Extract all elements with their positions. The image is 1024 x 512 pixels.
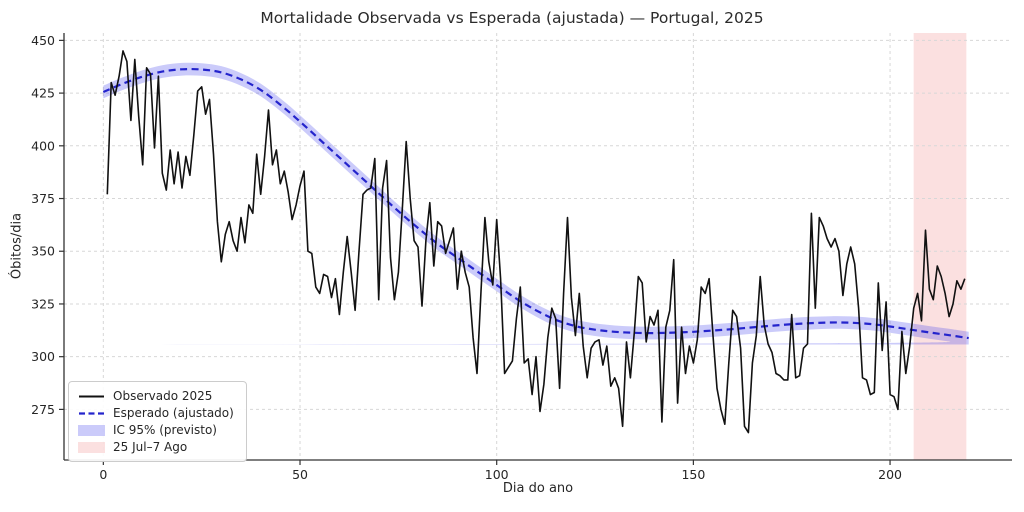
legend-label: Esperado (ajustado) [113, 406, 234, 420]
y-tick-label: 300 [31, 349, 55, 364]
x-tick-label: 0 [99, 467, 107, 482]
legend-item-esperado: Esperado (ajustado) [78, 406, 234, 420]
legend: Observado 2025 Esperado (ajustado) IC 95… [68, 381, 247, 462]
solid-line-swatch [79, 395, 104, 397]
expected-line [102, 67, 969, 340]
x-axis-label: Dia do ano [502, 481, 574, 496]
chart-title: Mortalidade Observada vs Esperada (ajust… [260, 9, 764, 27]
y-tick-label: 400 [31, 138, 55, 153]
legend-item-observado: Observado 2025 [78, 389, 234, 403]
legend-label: IC 95% (previsto) [113, 423, 217, 437]
y-axis-label: Óbitos/dia [9, 212, 25, 280]
legend-item-ic95: IC 95% (previsto) [78, 423, 234, 437]
y-tick-label: 275 [31, 402, 55, 417]
observed-line [106, 50, 966, 434]
y-tick-label: 350 [31, 244, 55, 259]
x-tick-label: 200 [878, 467, 902, 482]
x-tick-label: 150 [681, 467, 705, 482]
y-tick-label: 425 [31, 86, 55, 101]
legend-label: 25 Jul–7 Ago [113, 440, 188, 454]
vspan-patch-swatch [78, 441, 105, 453]
legend-item-vspan: 25 Jul–7 Ago [78, 440, 234, 454]
y-tick-label: 450 [31, 33, 55, 48]
highlight-span [913, 33, 967, 460]
legend-label: Observado 2025 [113, 389, 213, 403]
dashed-line-swatch [79, 411, 104, 415]
ci-patch-swatch [78, 424, 105, 436]
x-tick-label: 50 [292, 467, 308, 482]
y-tick-label: 375 [31, 191, 55, 206]
y-tick-label: 325 [31, 296, 55, 311]
x-tick-label: 100 [485, 467, 509, 482]
